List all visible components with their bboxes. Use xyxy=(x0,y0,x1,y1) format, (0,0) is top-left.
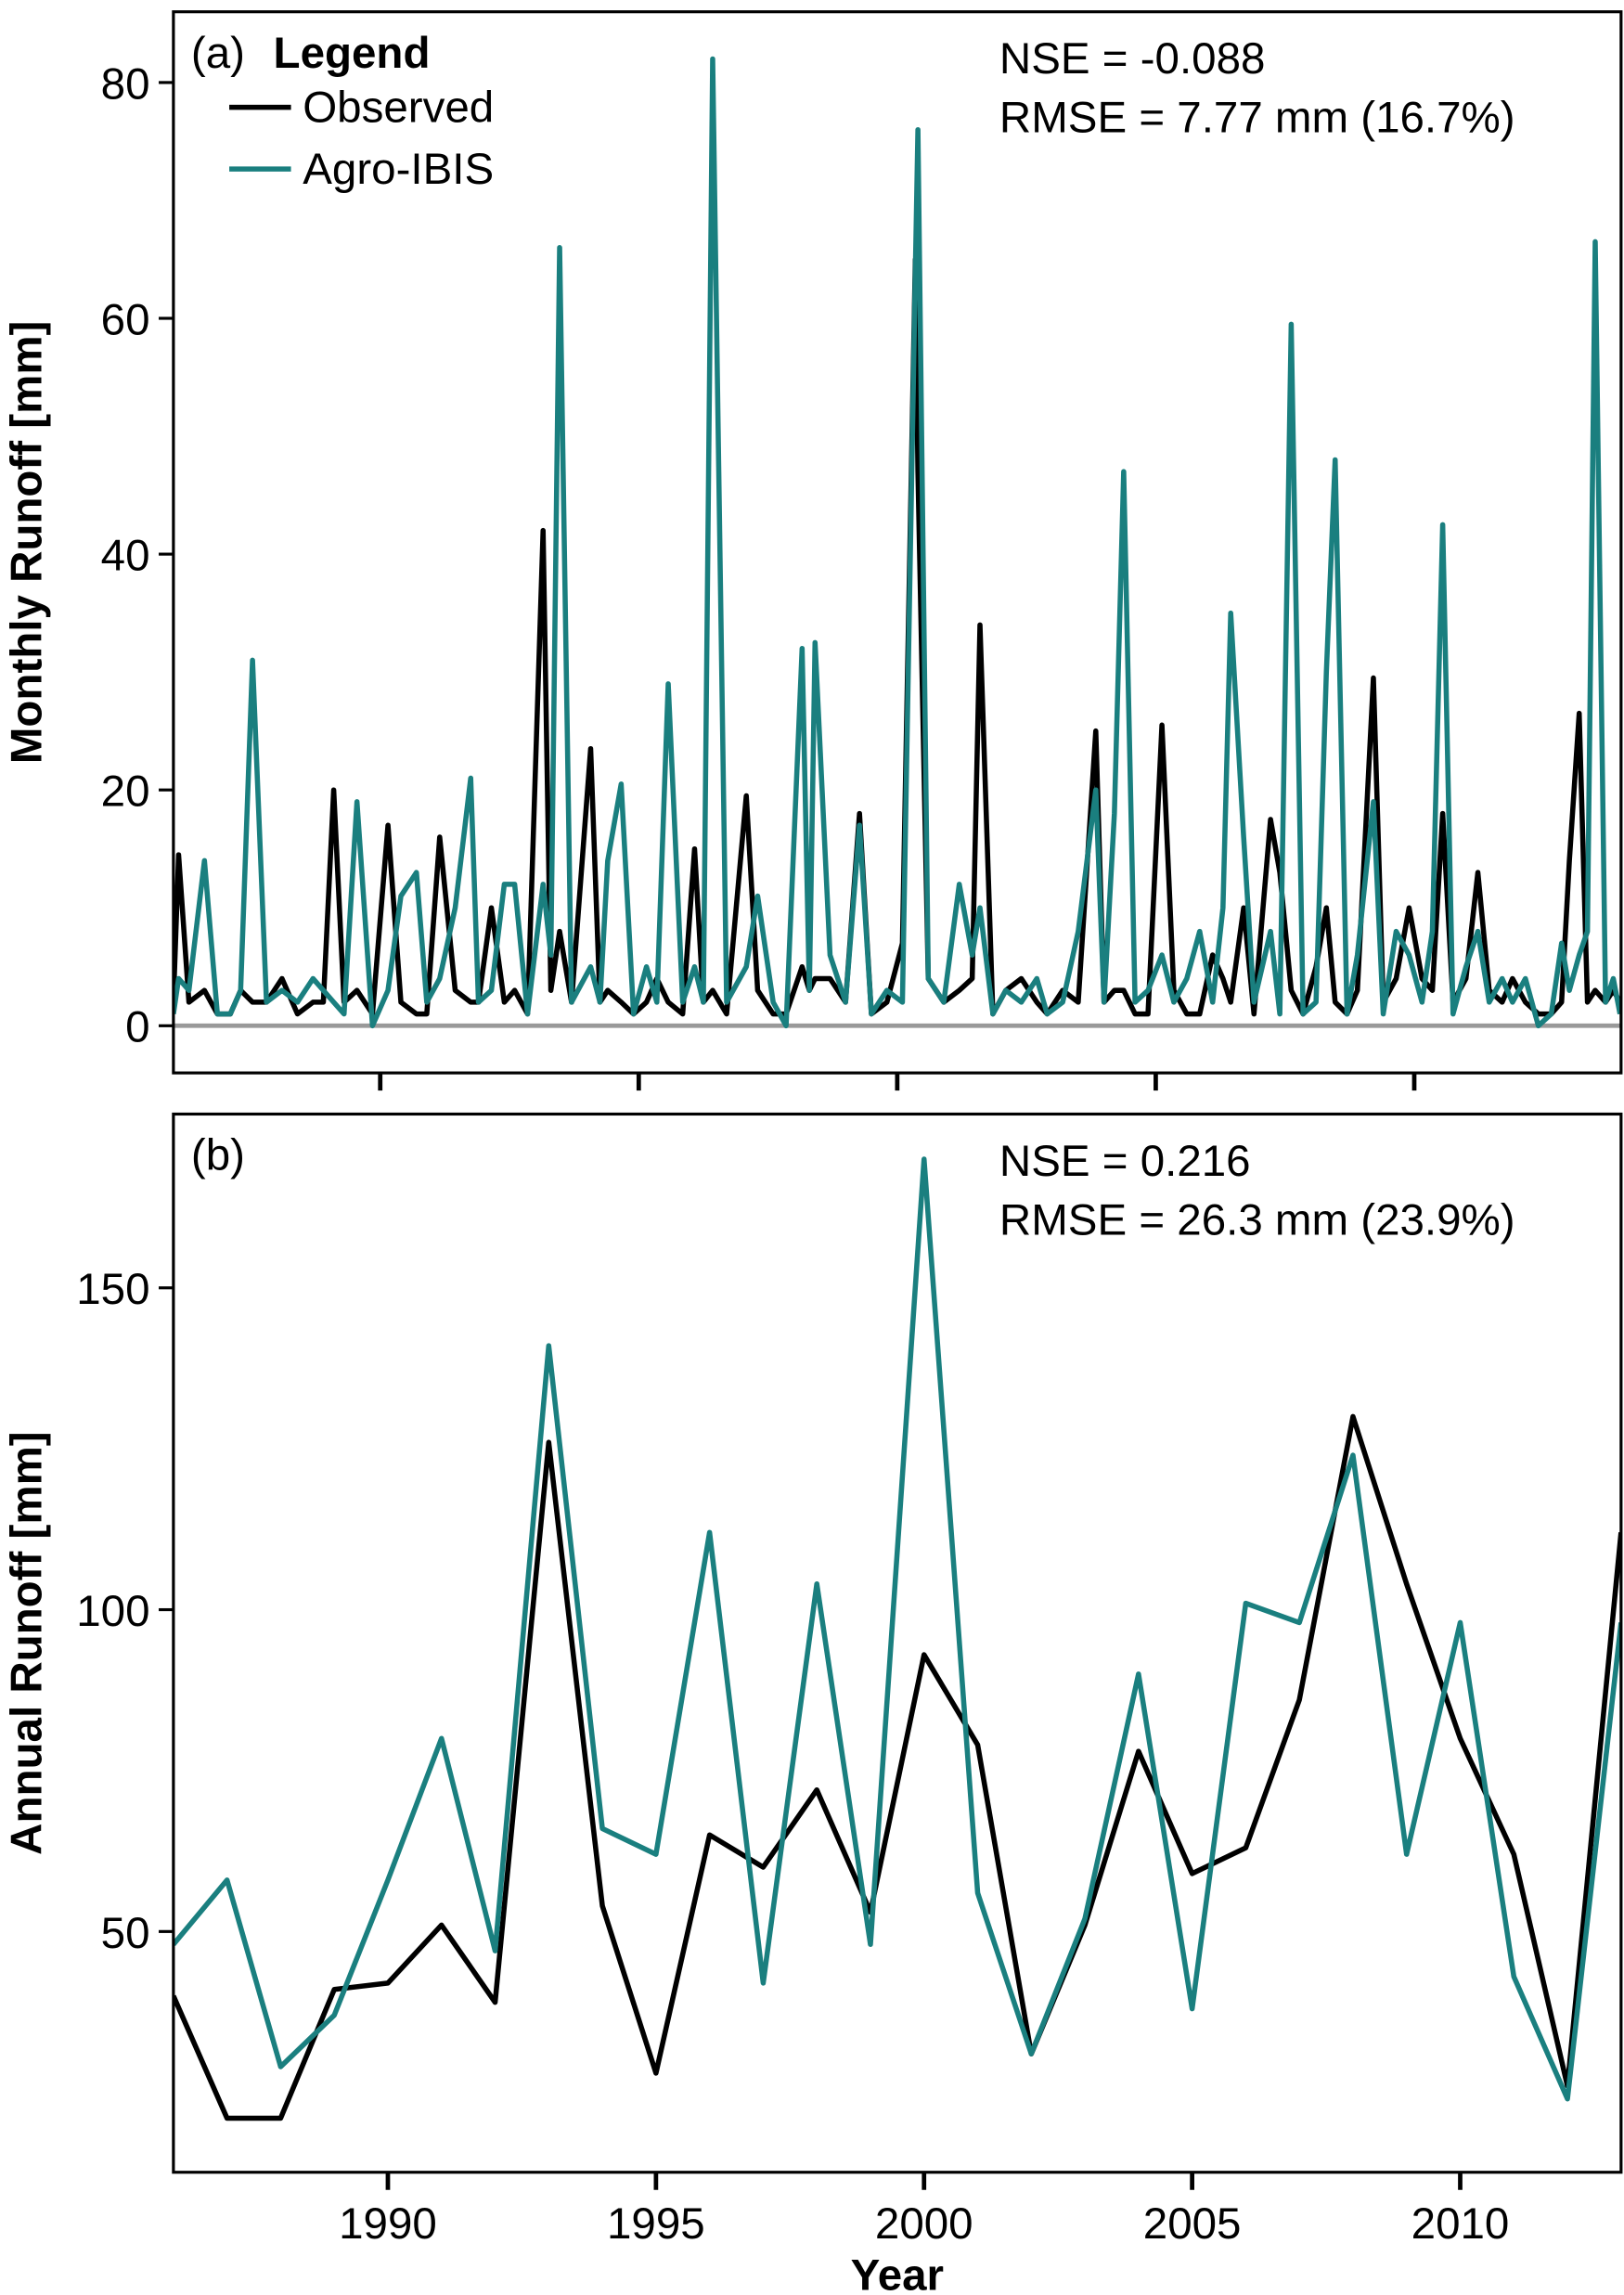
plot-area xyxy=(173,1156,1621,2121)
series-line xyxy=(173,1413,1621,2121)
y-tick-label: 20 xyxy=(101,767,150,817)
annotation: RMSE = 26.3 mm (23.9%) xyxy=(999,1195,1515,1244)
y-tick-label: 100 xyxy=(76,1587,149,1636)
y-tick-label: 40 xyxy=(101,532,150,581)
series-line xyxy=(173,56,1621,1029)
y-axis-label: Monthly Runoff [mm] xyxy=(2,321,51,765)
legend-label: Agro-IBIS xyxy=(303,145,494,194)
y-tick-label: 50 xyxy=(101,1909,150,1958)
y-axis-label: Annual Runoff [mm] xyxy=(2,1431,51,1854)
panel-label: (b) xyxy=(191,1131,245,1180)
y-tick-label: 150 xyxy=(76,1265,149,1314)
series-line xyxy=(173,256,1621,1017)
plot-area xyxy=(173,56,1621,1029)
plot-frame xyxy=(172,10,1623,1075)
legend-title: Legend xyxy=(274,29,431,78)
x-tick-label: 2000 xyxy=(875,2199,973,2249)
x-tick-label: 2005 xyxy=(1143,2199,1242,2249)
x-axis-label: Year xyxy=(851,2250,944,2295)
annotation: NSE = -0.088 xyxy=(999,34,1265,84)
x-tick-label: 1990 xyxy=(339,2199,437,2249)
panel-label: (a) xyxy=(191,29,245,78)
plot-frame xyxy=(172,1112,1623,2174)
y-tick-label: 60 xyxy=(101,295,150,344)
annotation: NSE = 0.216 xyxy=(999,1137,1251,1186)
y-tick-label: 0 xyxy=(125,1003,149,1052)
annotation: RMSE = 7.77 mm (16.7%) xyxy=(999,94,1515,143)
legend-label: Observed xyxy=(303,83,494,132)
y-tick-label: 80 xyxy=(101,59,150,109)
series-line xyxy=(173,1156,1621,2102)
x-tick-label: 1995 xyxy=(607,2199,705,2249)
x-tick-label: 2010 xyxy=(1411,2199,1510,2249)
